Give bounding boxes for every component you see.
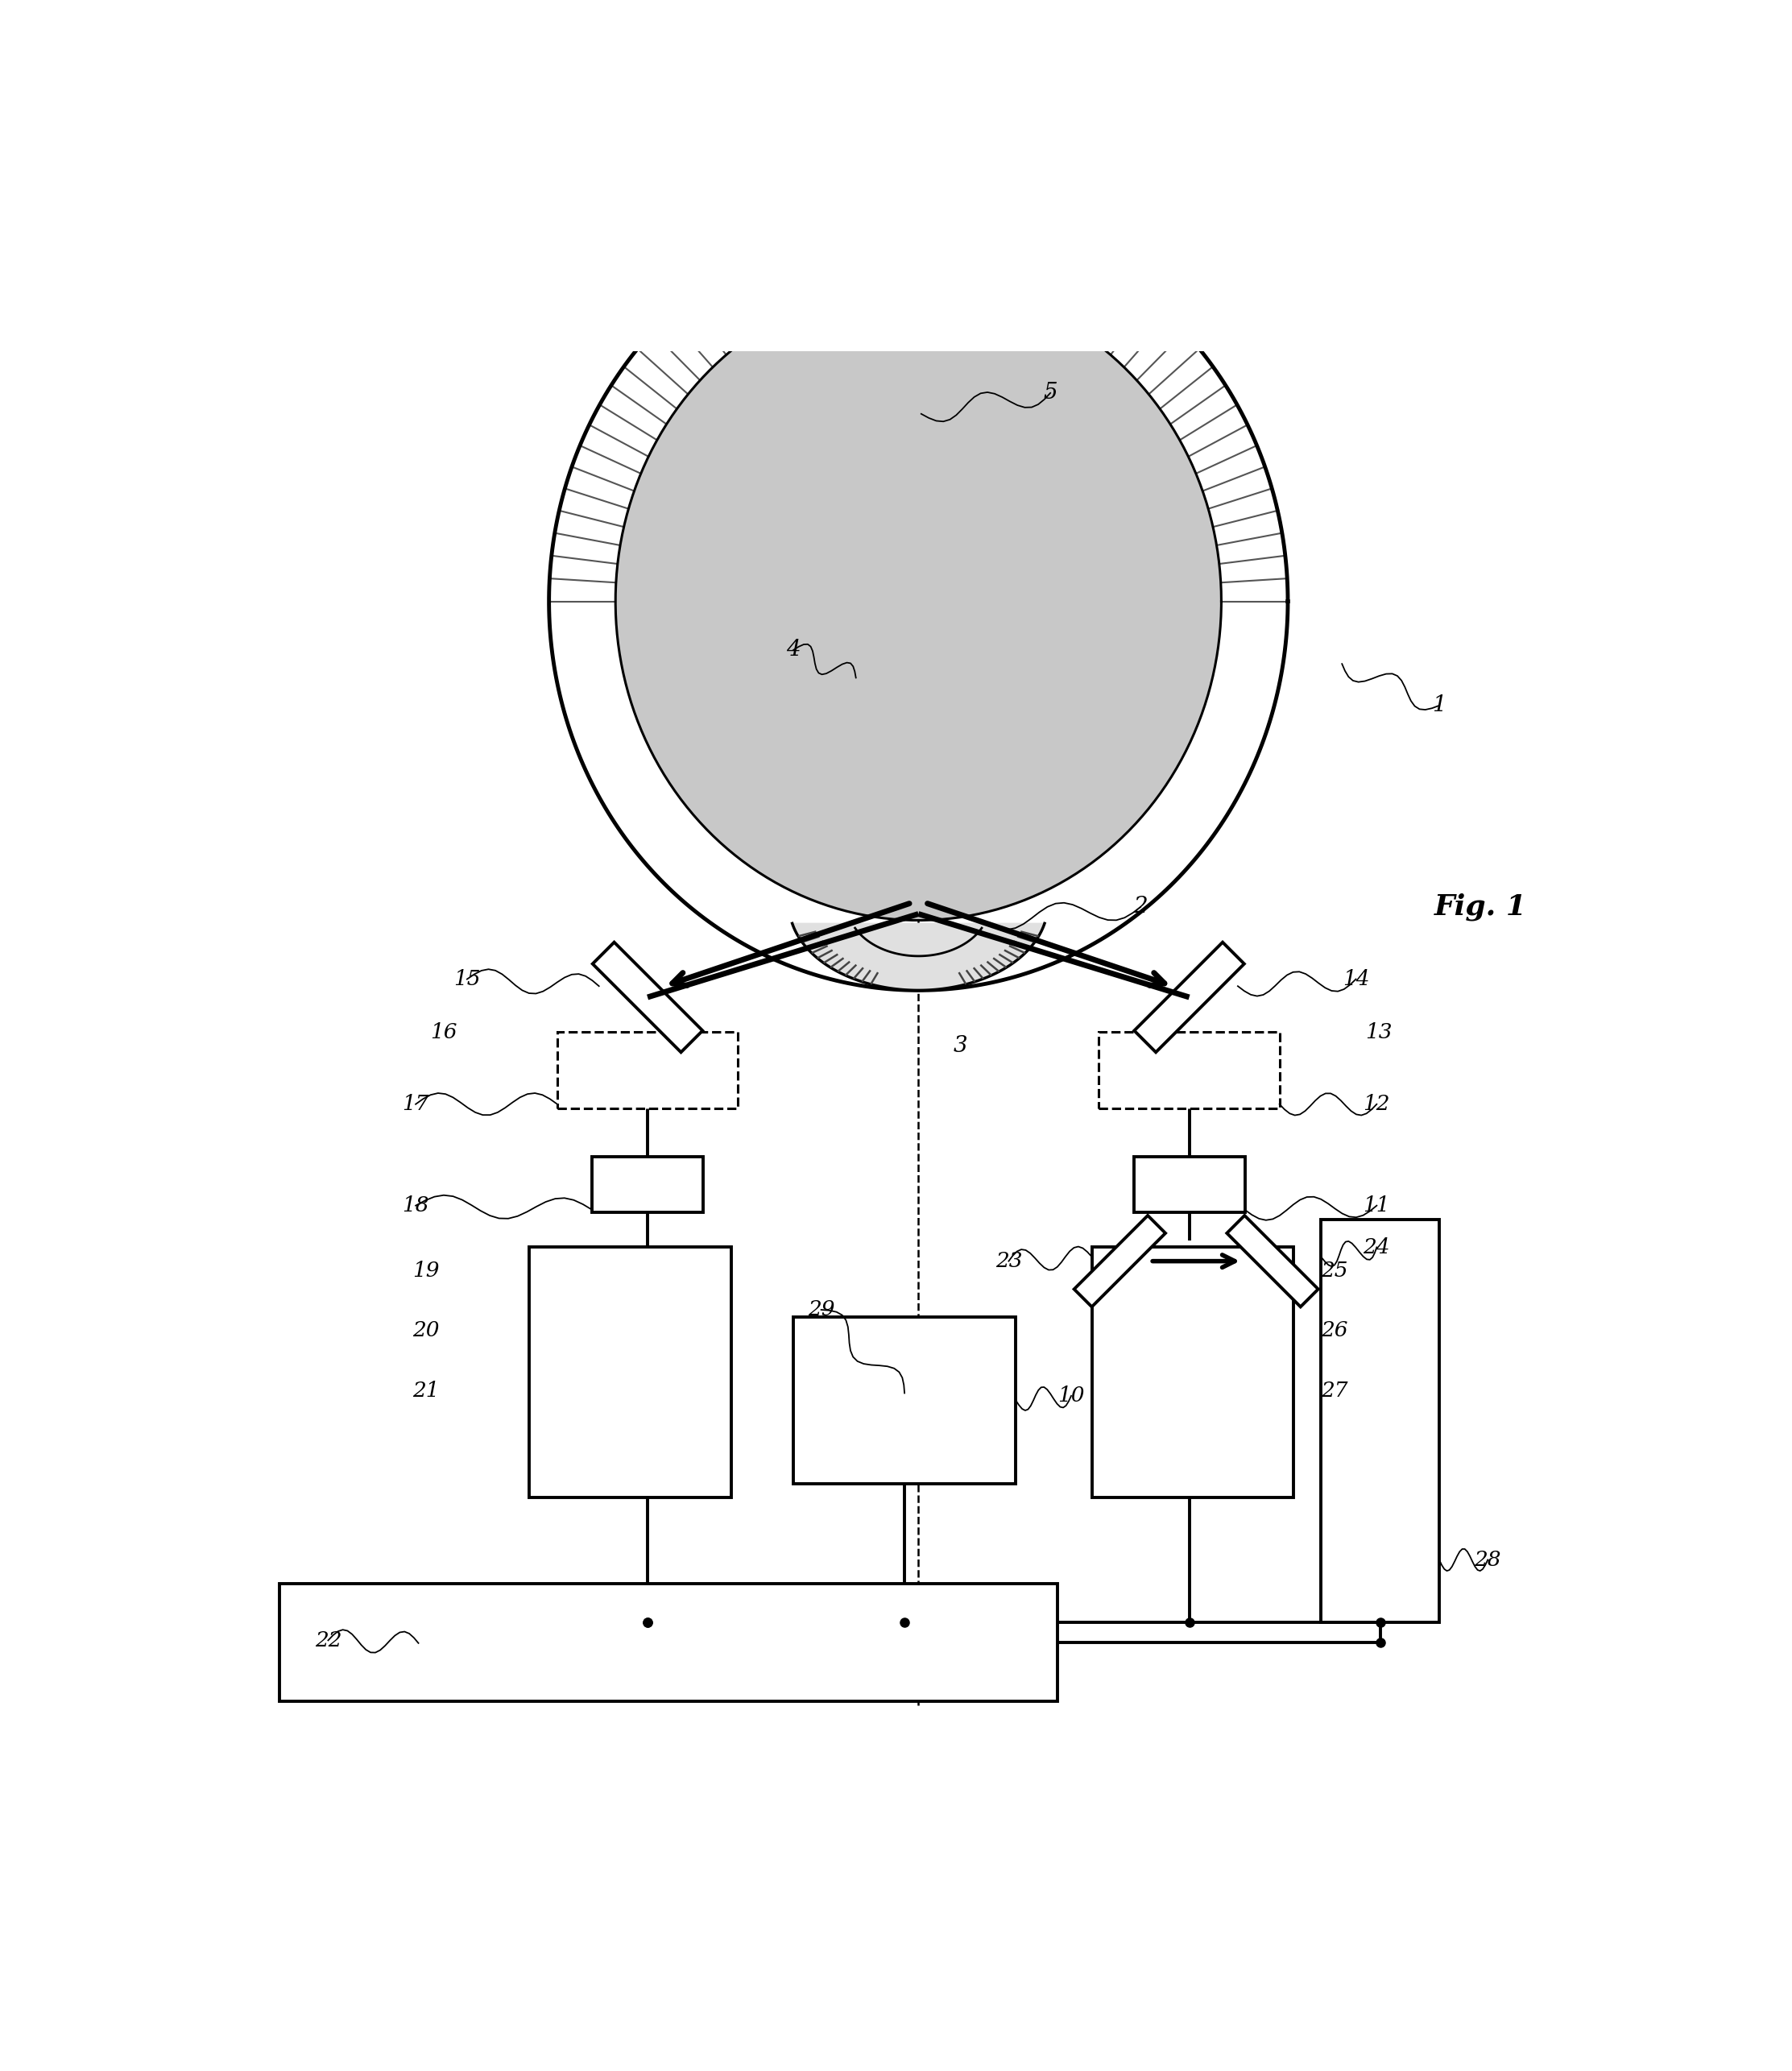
Text: 17: 17 xyxy=(401,1093,428,1114)
Bar xyxy=(794,1317,1016,1483)
Text: 10: 10 xyxy=(1057,1385,1084,1406)
Polygon shape xyxy=(1228,1216,1319,1307)
Text: 14: 14 xyxy=(1342,969,1369,990)
Text: 20: 20 xyxy=(412,1321,439,1340)
Text: 25: 25 xyxy=(1321,1261,1348,1282)
Text: Fig. 1: Fig. 1 xyxy=(1435,893,1527,922)
Bar xyxy=(1134,1158,1245,1212)
Polygon shape xyxy=(593,942,702,1052)
Polygon shape xyxy=(1134,942,1244,1052)
Text: 4: 4 xyxy=(787,640,801,661)
Text: 3: 3 xyxy=(953,1036,968,1056)
Text: 27: 27 xyxy=(1321,1379,1348,1400)
Polygon shape xyxy=(1073,1216,1165,1307)
Text: 12: 12 xyxy=(1364,1093,1391,1114)
Bar xyxy=(530,1247,731,1497)
Text: 5: 5 xyxy=(1043,383,1057,404)
Text: 1: 1 xyxy=(1432,694,1446,717)
Text: 21: 21 xyxy=(412,1379,439,1400)
Bar xyxy=(1321,1220,1439,1622)
Text: 19: 19 xyxy=(412,1261,439,1282)
Bar xyxy=(1091,1247,1294,1497)
Bar xyxy=(280,1584,1057,1702)
Text: 18: 18 xyxy=(401,1195,428,1216)
Text: 28: 28 xyxy=(1475,1549,1502,1570)
Text: 2: 2 xyxy=(1134,897,1147,917)
Polygon shape xyxy=(615,282,1222,920)
Text: 13: 13 xyxy=(1366,1021,1392,1042)
Text: 11: 11 xyxy=(1364,1195,1391,1216)
Text: 22: 22 xyxy=(315,1630,342,1651)
Polygon shape xyxy=(792,924,1045,990)
Bar xyxy=(1098,1031,1279,1108)
Text: 15: 15 xyxy=(453,969,480,990)
Text: 29: 29 xyxy=(808,1301,835,1319)
Text: 24: 24 xyxy=(1364,1236,1391,1257)
Bar xyxy=(557,1031,738,1108)
Text: 16: 16 xyxy=(430,1021,457,1042)
Text: 23: 23 xyxy=(995,1251,1021,1272)
Text: 26: 26 xyxy=(1321,1321,1348,1340)
Bar xyxy=(591,1158,702,1212)
